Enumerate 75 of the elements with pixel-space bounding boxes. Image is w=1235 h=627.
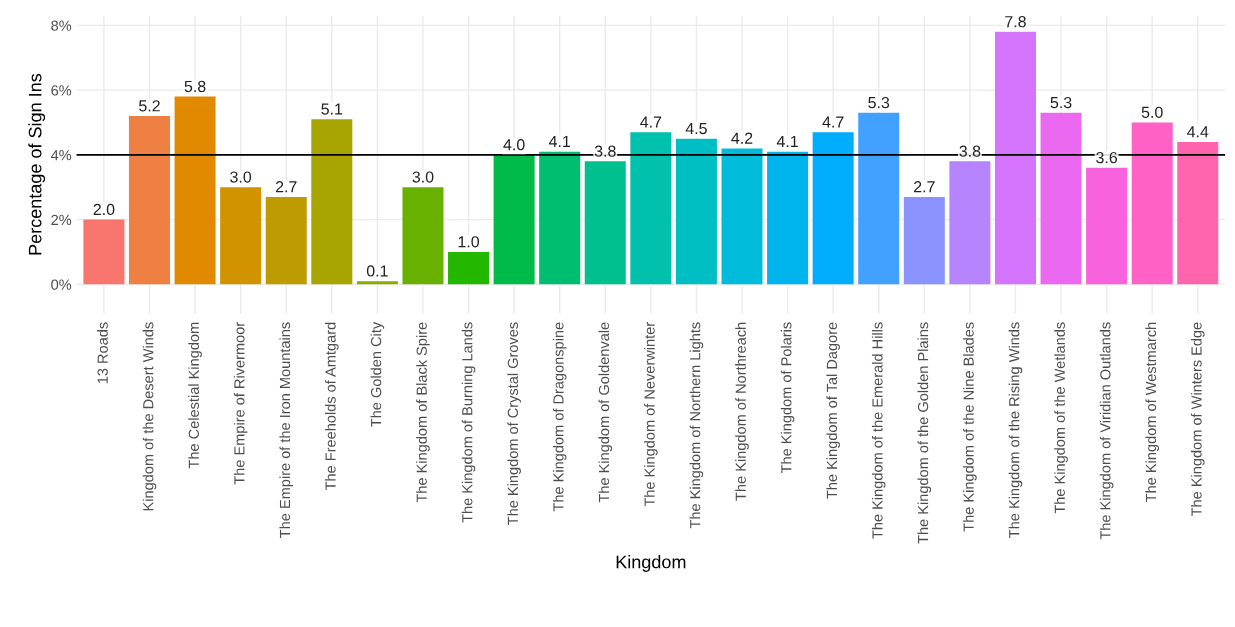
bar <box>220 187 262 285</box>
x-tick-label: The Kingdom of Polaris <box>780 322 795 474</box>
data-label: 5.3 <box>868 96 890 109</box>
bar <box>1177 141 1219 285</box>
x-tick-label: The Kingdom of Westmarch <box>1145 322 1159 502</box>
x-tick-label: The Freeholds of Amtgard <box>325 322 339 491</box>
data-label: 3.8 <box>959 145 981 157</box>
y-tick-label: 4% <box>50 150 72 161</box>
data-label: 4.1 <box>776 135 798 147</box>
data-label: 4.0 <box>503 139 525 151</box>
data-label: 4.7 <box>822 116 844 128</box>
x-tick-label: The Kingdom of Winters Edge <box>1190 322 1205 517</box>
bar <box>356 281 398 285</box>
bar <box>675 138 717 285</box>
data-label: 5.0 <box>1141 106 1163 118</box>
bar <box>630 132 672 285</box>
x-tick-label: The Kingdom of the Rising Winds <box>1008 322 1023 538</box>
data-label: 3.0 <box>230 171 252 183</box>
x-tick-label: The Kingdom of Crystal Groves <box>507 322 521 525</box>
data-label: 4.4 <box>1187 126 1209 138</box>
bar <box>128 116 170 285</box>
x-tick-label: The Kingdom of the Emerald Hills <box>871 322 886 539</box>
data-label: 2.7 <box>914 181 935 193</box>
x-tick-label: Kingdom of the Desert Winds <box>142 322 157 511</box>
bar <box>539 151 581 285</box>
data-label: 2.0 <box>93 203 115 216</box>
x-tick-label: The Empire of the Iron Mountains <box>279 322 294 538</box>
x-tick-label: The Kingdom of the Nine Blades <box>963 322 977 532</box>
x-tick-label: The Golden City <box>370 321 385 427</box>
data-label: 5.1 <box>321 103 343 115</box>
x-tick-label: 13 Roads <box>97 322 108 384</box>
x-tick-label: The Kingdom of Black Spire <box>416 322 430 503</box>
bar <box>721 148 763 285</box>
data-label: 3.8 <box>594 145 616 157</box>
y-tick-label: 6% <box>51 85 72 96</box>
bar <box>311 119 353 285</box>
x-tick-label: The Celestial Kingdom <box>188 322 202 469</box>
bar <box>83 219 125 285</box>
y-axis-title: Percentage of Sign Ins <box>28 73 46 255</box>
x-axis-title: Kingdom <box>616 555 686 572</box>
y-tick-label: 0% <box>51 279 72 290</box>
data-label: 5.2 <box>139 100 160 112</box>
data-label: 4.7 <box>640 116 662 128</box>
bar <box>448 251 490 285</box>
x-tick-label: The Kingdom of Northreach <box>735 322 749 501</box>
y-tick-label: 2% <box>51 214 72 225</box>
x-tick-label: The Kingdom of Goldenvale <box>598 322 613 503</box>
x-tick-label: The Kingdom of Tal Dagore <box>826 322 840 499</box>
x-tick-label: The Kingdom of the Wetlands <box>1054 322 1068 514</box>
data-label: 5.3 <box>1050 96 1072 109</box>
data-label: 4.1 <box>548 135 571 147</box>
bar <box>1131 122 1173 285</box>
x-tick-label: The Kingdom of Neverwinter <box>644 322 658 507</box>
x-tick-label: The Kingdom of Viridian Outlands <box>1099 322 1114 540</box>
x-tick-label: The Kingdom of Burning Lands <box>461 322 476 523</box>
bar <box>402 187 444 285</box>
data-label: 5.8 <box>184 80 206 93</box>
data-label: 0.1 <box>366 265 388 277</box>
x-tick-label: The Kingdom of Northern Lights <box>689 322 704 529</box>
data-label: 3.6 <box>1096 151 1118 164</box>
x-tick-label: The Kingdom of the Golden Plains <box>917 322 932 544</box>
bar <box>812 132 854 285</box>
bar <box>174 96 216 285</box>
bar <box>903 196 945 285</box>
y-tick-label: 8% <box>51 20 72 31</box>
x-tick-label: The Kingdom of Dragonspine <box>552 322 567 512</box>
data-label: 4.2 <box>731 132 753 144</box>
x-tick-label: The Empire of Rivermoor <box>233 322 248 485</box>
data-label: 4.5 <box>685 123 707 135</box>
data-label: 3.0 <box>412 171 434 183</box>
bar <box>767 151 809 285</box>
data-label: 7.8 <box>1005 16 1026 28</box>
data-label: 1.0 <box>458 236 480 248</box>
data-label: 2.7 <box>275 181 297 193</box>
bar <box>265 196 307 285</box>
